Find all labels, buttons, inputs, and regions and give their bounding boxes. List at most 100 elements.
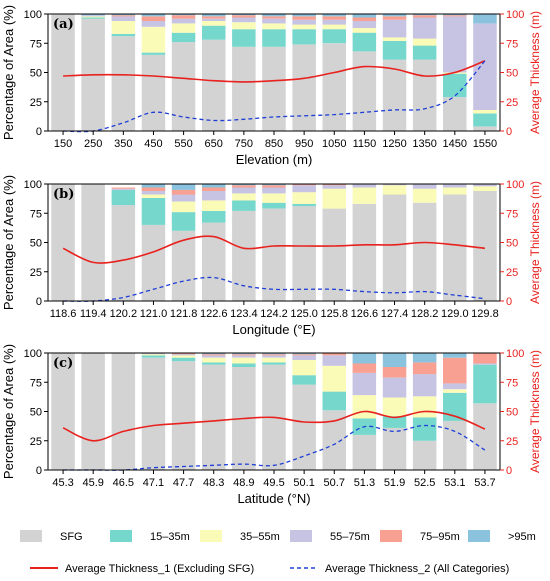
legend-label-sfg: SFG xyxy=(60,531,83,543)
bar-95plus-4 xyxy=(171,184,196,190)
ytick-label: 50 xyxy=(30,407,42,419)
line-thickness1 xyxy=(62,410,486,442)
bar-35-55-12 xyxy=(412,188,437,203)
xtick-label: 48.9 xyxy=(233,477,254,489)
ytick-label: 0 xyxy=(36,126,42,138)
bar-55-75-6 xyxy=(232,355,256,358)
bar-sfg-11 xyxy=(382,427,407,470)
bar-95plus-4 xyxy=(171,14,196,16)
bar-55-75-14 xyxy=(473,23,497,110)
bar-55-75-3 xyxy=(141,21,166,27)
bar-35-55-3 xyxy=(141,26,166,53)
legend-label-15-35: 15–35m xyxy=(150,531,190,543)
ytick-label: 25 xyxy=(30,97,42,109)
bar-55-75-4 xyxy=(171,18,196,24)
bar-55-75-14 xyxy=(473,363,497,365)
xtick-label: 1350 xyxy=(412,138,436,150)
bar-35-55-10 xyxy=(352,187,377,204)
xtick-label: 51.3 xyxy=(354,477,375,489)
bar-55-75-11 xyxy=(382,377,407,398)
bar-sfg-12 xyxy=(412,59,437,131)
bar-35-55-4 xyxy=(171,23,196,33)
bar-55-75-9 xyxy=(322,19,346,25)
xtick-label: 1250 xyxy=(382,138,406,150)
legend-label-75-95: 75–95m xyxy=(420,531,460,543)
xtick-label: 129.8 xyxy=(471,308,499,320)
bar-75-95-4 xyxy=(171,353,196,355)
bar-55-75-6 xyxy=(232,187,256,194)
bar-95plus-7 xyxy=(262,353,286,355)
panel-1: 0 25 50 75 100 0 25 50 75 100 118.6 119.4 120.2 121.0… xyxy=(1,175,542,337)
bar-55-75-5 xyxy=(202,191,226,201)
legend-label-line1: Average Thickness_1 (Excluding SFG) xyxy=(65,563,254,575)
bar-95plus-8 xyxy=(292,353,316,355)
bar-sfg-10 xyxy=(352,51,377,131)
bar-15-35-4 xyxy=(171,32,196,43)
bar-75-95-4 xyxy=(171,15,196,19)
bar-15-35-2 xyxy=(111,33,136,37)
xtick-label: 125.8 xyxy=(321,308,349,320)
bar-sfg-7 xyxy=(262,208,286,301)
bar-15-35-3 xyxy=(141,52,166,55)
xtick-label: 1550 xyxy=(473,138,497,150)
bar-95plus-1 xyxy=(81,14,105,16)
bar-sfg-0 xyxy=(51,353,75,470)
x-axis-label: Longitude (°E) xyxy=(232,322,315,337)
bar-15-35-5 xyxy=(202,210,226,223)
bar-35-55-6 xyxy=(232,357,256,364)
ytick-right-label: 25 xyxy=(506,267,518,279)
bar-55-75-12 xyxy=(412,184,437,189)
bar-75-95-10 xyxy=(352,363,377,373)
bar-35-55-6 xyxy=(232,193,256,201)
ytick-right-label: 0 xyxy=(506,296,512,308)
ytick-label: 50 xyxy=(30,238,42,250)
xtick-label: 53.7 xyxy=(474,477,495,489)
y-axis-label: Percentage of Area (%) xyxy=(1,175,16,310)
xtick-label: 118.6 xyxy=(50,308,77,320)
ytick-right-label: 75 xyxy=(506,38,518,50)
bar-35-55-7 xyxy=(262,357,286,363)
ytick-label: 0 xyxy=(36,465,42,477)
bar-95plus-10 xyxy=(352,353,377,364)
bar-sfg-10 xyxy=(352,434,377,470)
bar-75-95-13 xyxy=(443,15,467,17)
bar-sfg-0 xyxy=(51,184,75,301)
bar-sfg-14 xyxy=(473,126,497,131)
xtick-label: 750 xyxy=(235,138,253,150)
ytick-label: 100 xyxy=(24,9,42,21)
legend-swatch-75-95 xyxy=(380,530,402,542)
bar-35-55-11 xyxy=(382,185,407,195)
bar-95plus-5 xyxy=(202,14,226,17)
bar-35-55-1 xyxy=(81,16,105,18)
bar-55-75-11 xyxy=(382,184,407,186)
bar-35-55-10 xyxy=(352,395,377,419)
bar-75-95-5 xyxy=(202,187,226,191)
bar-95plus-13 xyxy=(443,14,467,16)
line-thickness2 xyxy=(63,276,485,302)
bar-75-95-4 xyxy=(171,189,196,195)
ytick-label: 100 xyxy=(24,348,42,360)
bar-95plus-7 xyxy=(262,184,286,186)
bar-95plus-11 xyxy=(382,353,407,367)
legend-label-95plus: >95m xyxy=(508,531,536,543)
bar-75-95-10 xyxy=(352,17,377,21)
xtick-label: 45.3 xyxy=(52,477,73,489)
bar-75-95-7 xyxy=(262,16,286,19)
bar-15-35-2 xyxy=(111,189,136,206)
bar-35-55-10 xyxy=(352,28,377,33)
xtick-label: 122.6 xyxy=(200,308,228,320)
ytick-right-label: 25 xyxy=(506,436,518,448)
bar-sfg-2 xyxy=(111,36,136,132)
bar-35-55-8 xyxy=(292,192,316,204)
bar-sfg-4 xyxy=(171,42,196,131)
bar-55-75-6 xyxy=(232,17,256,23)
legend-label-35-55: 35–55m xyxy=(240,531,280,543)
bar-15-35-4 xyxy=(171,212,196,231)
xtick-label: 125.0 xyxy=(290,308,318,320)
bar-15-35-7 xyxy=(262,29,286,47)
xtick-label: 46.5 xyxy=(113,477,134,489)
bar-15-35-14 xyxy=(473,364,497,404)
bar-35-55-3 xyxy=(141,354,166,356)
panel-0: 0 25 50 75 100 0 25 50 75 100 150 250 350 450 550 650 75… xyxy=(1,5,542,167)
xtick-label: 650 xyxy=(205,138,223,150)
